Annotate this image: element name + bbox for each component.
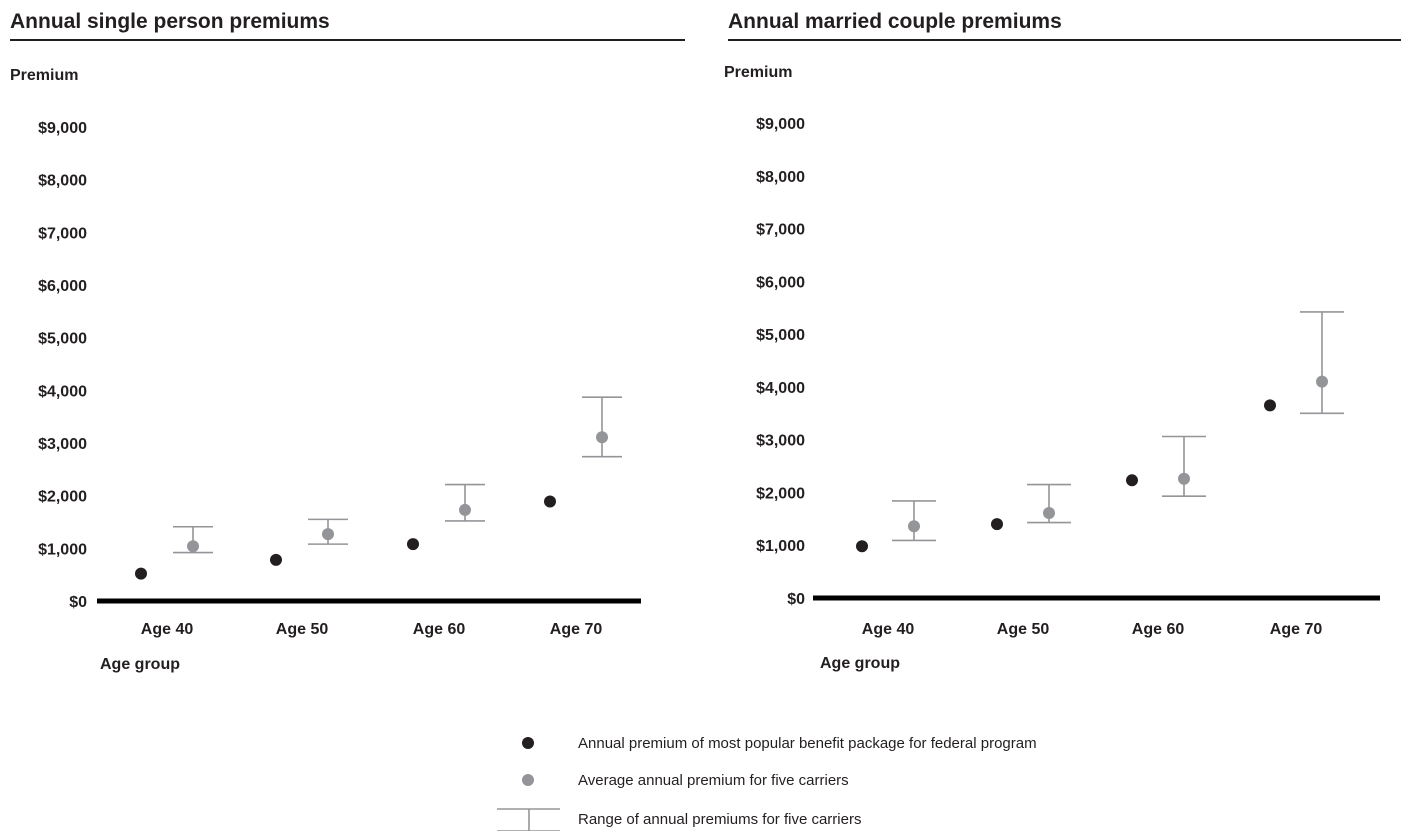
x-tick-label: Age 60: [413, 621, 466, 638]
y-tick-label: $9,000: [38, 120, 87, 137]
y-tick-label: $0: [787, 591, 805, 608]
y-tick-label: $7,000: [756, 222, 805, 239]
legend-marker: [522, 737, 534, 749]
chart-title: Annual single person premiums: [10, 10, 330, 33]
average-premium-point: [908, 520, 920, 533]
legend-item-federal: Annual premium of most popular benefit p…: [522, 735, 1037, 752]
y-axis-title: Premium: [724, 64, 792, 81]
x-axis-title: Age group: [820, 655, 900, 672]
y-tick-label: $1,000: [38, 541, 87, 558]
legend-label: Annual premium of most popular benefit p…: [578, 735, 1037, 752]
range-bar: [1162, 435, 1206, 497]
legend-label: Range of annual premiums for five carrie…: [578, 811, 861, 828]
plot-marks: [856, 311, 1344, 553]
federal-premium-point: [991, 518, 1003, 531]
average-premium-point: [1178, 472, 1190, 485]
legend-marker: [522, 774, 534, 786]
plot-marks: [135, 396, 622, 580]
y-tick-label: $0: [69, 594, 87, 611]
y-tick-label: $2,000: [38, 489, 87, 506]
range-bar: [1300, 311, 1344, 415]
x-tick-labels: Age 40 Age 50 Age 60 Age 70: [862, 621, 1323, 638]
y-tick-label: $6,000: [756, 274, 805, 291]
federal-premium-point: [1126, 474, 1138, 487]
x-tick-label: Age 40: [862, 621, 915, 638]
y-tick-label: $6,000: [38, 278, 87, 295]
federal-premium-point: [856, 540, 868, 553]
y-tick-labels: $0 $1,000 $2,000 $3,000 $4,000 $5,000 $6,000 $7…: [756, 116, 805, 608]
average-premium-point: [322, 528, 334, 541]
average-premium-point: [1043, 507, 1055, 520]
y-tick-label: $8,000: [38, 173, 87, 190]
chart-title: Annual married couple premiums: [728, 10, 1062, 33]
single-person-chart: Annual single person premiums Premium $0…: [10, 10, 685, 673]
average-premium-point: [459, 503, 471, 516]
y-tick-label: $5,000: [756, 327, 805, 344]
federal-premium-point: [544, 495, 556, 508]
y-tick-label: $5,000: [38, 331, 87, 348]
federal-premium-point: [407, 538, 419, 551]
x-axis-title: Age group: [100, 656, 180, 673]
legend-item-average: Average annual premium for five carriers: [522, 772, 849, 789]
x-tick-label: Age 70: [1270, 621, 1323, 638]
y-tick-label: $4,000: [38, 383, 87, 400]
y-tick-label: $3,000: [756, 433, 805, 450]
y-tick-label: $2,000: [756, 485, 805, 502]
x-tick-label: Age 50: [276, 621, 329, 638]
federal-premium-point: [1264, 399, 1276, 412]
x-tick-label: Age 70: [550, 621, 603, 638]
federal-premium-point: [135, 567, 147, 580]
y-tick-label: $8,000: [756, 169, 805, 186]
married-couple-chart: Annual married couple premiums Premium $…: [724, 10, 1401, 672]
average-premium-point: [596, 431, 608, 444]
federal-premium-point: [270, 553, 282, 566]
y-tick-label: $4,000: [756, 380, 805, 397]
legend-label: Average annual premium for five carriers: [578, 772, 849, 789]
x-tick-labels: Age 40 Age 50 Age 60 Age 70: [141, 621, 603, 638]
legend-marker: [497, 808, 560, 831]
x-tick-label: Age 40: [141, 621, 194, 638]
y-tick-label: $3,000: [38, 436, 87, 453]
x-tick-label: Age 60: [1132, 621, 1185, 638]
legend-item-range: Range of annual premiums for five carrie…: [497, 808, 861, 831]
average-premium-point: [1316, 375, 1328, 388]
y-tick-label: $1,000: [756, 538, 805, 555]
y-tick-label: $7,000: [38, 225, 87, 242]
y-axis-title: Premium: [10, 67, 78, 84]
x-tick-label: Age 50: [997, 621, 1050, 638]
average-premium-point: [187, 540, 199, 553]
range-bar: [582, 396, 622, 458]
y-tick-labels: $0 $1,000 $2,000 $3,000 $4,000 $5,000 $6,000 $7…: [38, 120, 87, 611]
y-tick-label: $9,000: [756, 116, 805, 133]
chart-legend: Annual premium of most popular benefit p…: [497, 735, 1037, 831]
